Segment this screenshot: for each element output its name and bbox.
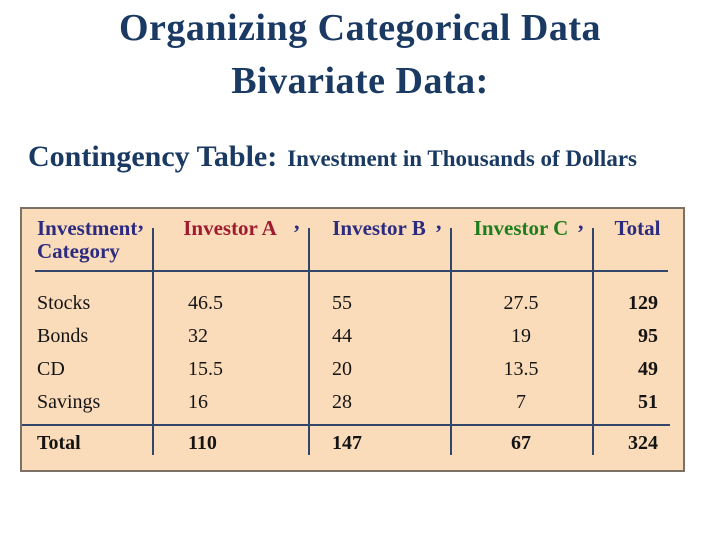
- total-row-label: Total: [37, 432, 81, 454]
- subtitle: Contingency Table: Investment in Thousan…: [28, 136, 708, 180]
- cell-investor-a: 16: [188, 391, 208, 413]
- total-investor-a: 110: [188, 432, 217, 454]
- table-row: Stocks 46.5 55 27.5 129: [22, 287, 683, 320]
- table-row: Savings 16 28 7 51: [22, 386, 683, 419]
- column-divider: [436, 211, 452, 455]
- row-category: CD: [37, 358, 65, 380]
- header-total: Total: [614, 216, 661, 240]
- column-divider: [138, 211, 154, 455]
- cell-investor-c: 19: [511, 325, 531, 347]
- slide-title-line1: Organizing Categorical Data: [118, 7, 602, 49]
- table-row: CD 15.5 20 13.5 49: [22, 353, 683, 386]
- header-investment-category: Investment Category: [22, 217, 152, 263]
- total-investor-c: 67: [511, 432, 531, 454]
- cell-investor-c: 13.5: [503, 358, 539, 380]
- cell-total: 49: [638, 358, 658, 380]
- total-grand: 324: [628, 432, 658, 454]
- cell-investor-a: 46.5: [188, 292, 223, 314]
- header-category-line2: Category: [37, 239, 120, 263]
- row-category: Bonds: [37, 325, 89, 347]
- table-total-row: Total 110 147 67 324: [22, 426, 683, 460]
- header-investor-c: Investor C: [473, 216, 569, 240]
- row-category: Stocks: [37, 292, 91, 314]
- total-investor-b: 147: [332, 432, 362, 454]
- row-category: Savings: [37, 391, 101, 413]
- header-category-line1: Investment: [37, 216, 138, 240]
- column-divider: [294, 211, 310, 455]
- cell-investor-c: 27.5: [503, 292, 539, 314]
- slide-title: Organizing Categorical Data Bivariate Da…: [0, 2, 720, 108]
- header-underline: [35, 270, 668, 272]
- cell-investor-b: 55: [332, 292, 352, 314]
- header-investor-a: Investor A: [183, 216, 277, 240]
- cell-investor-b: 28: [332, 391, 352, 413]
- cell-investor-a: 15.5: [188, 358, 223, 380]
- total-separator-line: [22, 424, 670, 426]
- table-row: Bonds 32 44 19 95: [22, 320, 683, 353]
- cell-total: 51: [638, 391, 658, 413]
- column-divider: [578, 211, 594, 455]
- cell-investor-a: 32: [188, 325, 208, 347]
- subtitle-text: Investment in Thousands of Dollars: [287, 146, 637, 171]
- contingency-table: Investment Category Investor A Investor …: [20, 207, 685, 472]
- header-investor-b: Investor B: [332, 216, 426, 240]
- slide-title-line2: Bivariate Data:: [231, 60, 489, 102]
- table-header-row: Investment Category Investor A Investor …: [22, 209, 683, 263]
- subtitle-label: Contingency Table:: [28, 140, 278, 173]
- table-body: Stocks 46.5 55 27.5 129 Bonds 32 44 19 9…: [22, 287, 683, 419]
- cell-investor-c: 7: [516, 391, 526, 413]
- cell-investor-b: 20: [332, 358, 352, 380]
- cell-total: 95: [638, 325, 658, 347]
- cell-total: 129: [628, 292, 658, 314]
- cell-investor-b: 44: [332, 325, 352, 347]
